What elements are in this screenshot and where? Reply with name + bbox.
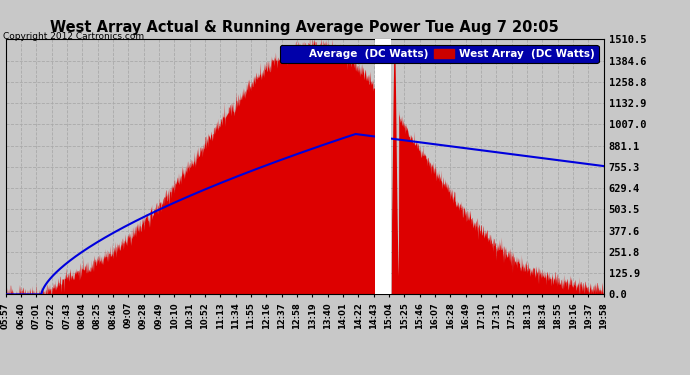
Text: Copyright 2012 Cartronics.com: Copyright 2012 Cartronics.com bbox=[3, 32, 145, 41]
Bar bbox=[375, 39, 391, 294]
Legend: Average  (DC Watts), West Array  (DC Watts): Average (DC Watts), West Array (DC Watts… bbox=[280, 45, 598, 63]
Title: West Array Actual & Running Average Power Tue Aug 7 20:05: West Array Actual & Running Average Powe… bbox=[50, 20, 559, 35]
